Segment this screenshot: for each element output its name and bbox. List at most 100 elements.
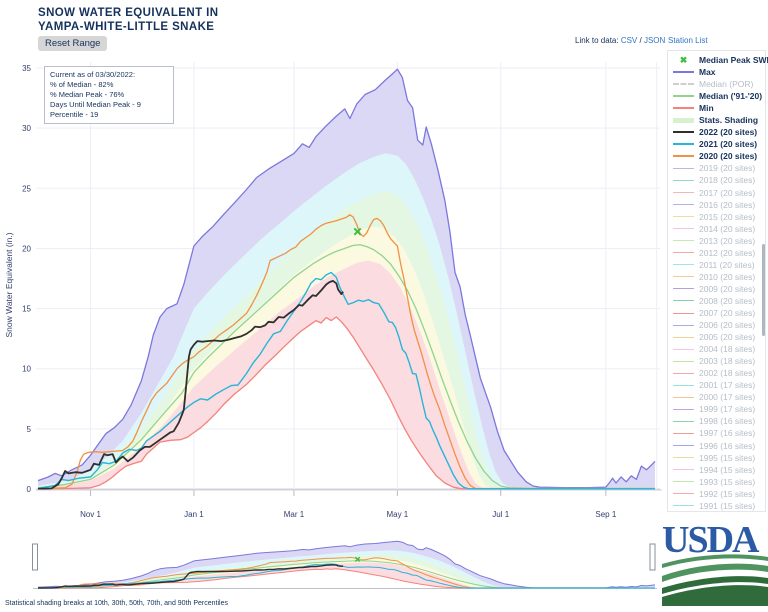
legend-item-1994-15-sites[interactable]: 1994 (15 sites)	[668, 464, 765, 476]
y-tick-label: 10	[22, 365, 31, 374]
legend-item-2002-18-sites[interactable]: 2002 (18 sites)	[668, 367, 765, 379]
series-swatch-icon	[673, 348, 694, 350]
legend-item-label: 2007 (20 sites)	[699, 308, 756, 318]
page-title: SNOW WATER EQUIVALENT IN YAMPA-WHITE-LIT…	[38, 6, 218, 34]
legend-item-2012-20-sites[interactable]: 2012 (20 sites)	[668, 247, 765, 259]
series-line-median	[37, 244, 655, 490]
legend-item-min[interactable]: Min	[668, 102, 765, 114]
legend-item-label: 1997 (16 sites)	[699, 428, 756, 439]
series-swatch-icon	[673, 117, 694, 123]
navigator-right-handle[interactable]	[649, 543, 656, 571]
legend-panel: ✖ Median Peak SWE Max Median (POR) Median ('…	[667, 50, 768, 512]
legend-item-2000-17-sites[interactable]: 2000 (17 sites)	[668, 391, 765, 403]
legend-item-label: 1998 (16 sites)	[699, 416, 756, 427]
legend-item-label: 1996 (16 sites)	[699, 440, 756, 451]
current-stats-line: Days Until Median Peak - 9	[50, 100, 141, 109]
legend-item-2021-20-sites[interactable]: 2021 (20 sites)	[668, 138, 765, 150]
y-tick-label: 5	[27, 425, 32, 434]
page-title-line1: SNOW WATER EQUIVALENT IN	[38, 7, 219, 19]
legend-item-2022-20-sites[interactable]: 2022 (20 sites)	[668, 126, 765, 138]
legend-item-median-91-20[interactable]: Median ('91-'20)	[668, 90, 765, 102]
legend-item-2008-20-sites[interactable]: 2008 (20 sites)	[668, 295, 765, 307]
legend-item-2013-20-sites[interactable]: 2013 (20 sites)	[668, 235, 765, 247]
legend-item-label: 2015 (20 sites)	[699, 211, 756, 222]
navigator-chart[interactable]	[0, 530, 672, 600]
y-axis-title: Snow Water Equivalent (in.)	[4, 232, 14, 337]
legend-item-2001-17-sites[interactable]: 2001 (17 sites)	[668, 379, 765, 391]
series-swatch-icon	[673, 396, 694, 398]
legend-item-2007-20-sites[interactable]: 2007 (20 sites)	[668, 307, 765, 319]
legend-item-2009-20-sites[interactable]: 2009 (20 sites)	[668, 283, 765, 295]
series-swatch-icon	[673, 372, 694, 374]
legend-item-1996-16-sites[interactable]: 1996 (16 sites)	[668, 440, 765, 452]
data-links: Link to data: CSV / JSON	[575, 36, 665, 45]
legend-item-label: 2021 (20 sites)	[699, 139, 758, 150]
legend-item-1997-16-sites[interactable]: 1997 (16 sites)	[668, 427, 765, 439]
legend-item-2020-20-sites[interactable]: 2020 (20 sites)	[668, 150, 765, 162]
legend-item-2005-20-sites[interactable]: 2005 (20 sites)	[668, 331, 765, 343]
legend-item-2010-20-sites[interactable]: 2010 (20 sites)	[668, 271, 765, 283]
y-tick-label: 30	[22, 124, 31, 133]
legend-item-label: 2016 (20 sites)	[699, 199, 756, 210]
series-line-min	[37, 316, 655, 490]
series-swatch-icon	[673, 493, 694, 495]
x-tick-label: Sep 1	[595, 510, 616, 519]
legend-item-label: 2010 (20 sites)	[699, 271, 756, 282]
csv-link[interactable]: CSV	[620, 36, 638, 45]
series-swatch-icon	[673, 324, 694, 326]
legend-item-2004-18-sites[interactable]: 2004 (18 sites)	[668, 343, 765, 355]
series-swatch-icon	[673, 264, 694, 266]
legend-item-2014-20-sites[interactable]: 2014 (20 sites)	[668, 223, 765, 235]
legend-item-2019-20-sites[interactable]: 2019 (20 sites)	[668, 162, 765, 174]
station-list-link[interactable]: Station List	[668, 36, 708, 45]
current-stats-line: Percentile - 19	[50, 110, 99, 119]
legend-scrollbar[interactable]	[762, 244, 765, 336]
legend-item-2018-20-sites[interactable]: 2018 (20 sites)	[668, 174, 765, 186]
series-swatch-icon	[673, 204, 694, 206]
y-tick-label: 20	[22, 244, 31, 253]
legend-item-1999-17-sites[interactable]: 1999 (17 sites)	[668, 403, 765, 415]
legend-item-label: 2009 (20 sites)	[699, 283, 756, 294]
legend-item-2015-20-sites[interactable]: 2015 (20 sites)	[668, 211, 765, 223]
legend-item-median-por[interactable]: Median (POR)	[668, 78, 765, 90]
legend-item-1991-15-sites[interactable]: 1991 (15 sites)	[668, 500, 765, 512]
legend-item-max[interactable]: Max	[668, 66, 765, 78]
x-tick-label: May 1	[386, 510, 408, 519]
series-swatch-icon	[673, 107, 694, 110]
legend-item-label: Median (POR)	[699, 79, 754, 90]
legend-item-1998-16-sites[interactable]: 1998 (16 sites)	[668, 415, 765, 427]
shading-footnote: Statistical shading breaks at 10th, 30th…	[5, 600, 228, 607]
legend-item-1995-15-sites[interactable]: 1995 (15 sites)	[668, 452, 765, 464]
legend-item-2016-20-sites[interactable]: 2016 (20 sites)	[668, 199, 765, 211]
current-stats-line: % of Median - 82%	[50, 80, 114, 89]
series-swatch-icon	[673, 71, 694, 74]
legend-item-2017-20-sites[interactable]: 2017 (20 sites)	[668, 187, 765, 199]
legend-item-label: 2003 (18 sites)	[699, 356, 756, 367]
legend-item-median-peak-swe[interactable]: ✖ Median Peak SWE	[668, 54, 768, 66]
json-link[interactable]: JSON	[643, 36, 666, 45]
y-tick-label: 15	[22, 305, 31, 314]
navigator-left-handle[interactable]	[32, 543, 38, 571]
main-chart[interactable]: Nov 1 Jan 1 Mar 1 May 1 Jul 1 Sep 1 0 5 10 15 20 25…	[0, 50, 672, 532]
series-swatch-icon	[673, 131, 694, 134]
series-swatch-icon	[673, 95, 694, 98]
legend-item-label: 2022 (20 sites)	[699, 127, 758, 138]
series-swatch-icon	[673, 312, 694, 314]
legend-item-1993-15-sites[interactable]: 1993 (15 sites)	[668, 476, 765, 488]
legend-item-2006-20-sites[interactable]: 2006 (20 sites)	[668, 319, 765, 331]
legend-item-label: Min	[699, 103, 714, 114]
legend-item-stats-shading[interactable]: Stats. Shading	[668, 114, 765, 126]
legend-item-label: Median ('91-'20)	[699, 91, 763, 102]
legend-item-2011-20-sites[interactable]: 2011 (20 sites)	[668, 259, 765, 271]
series-swatch-icon	[673, 228, 694, 230]
reset-range-button[interactable]: Reset Range	[38, 36, 108, 51]
usda-logo: USDA	[662, 519, 768, 606]
legend-item-label: 2012 (20 sites)	[699, 247, 756, 258]
legend-item-label: 2004 (18 sites)	[699, 344, 756, 355]
legend-item-label: 1999 (17 sites)	[699, 404, 756, 415]
legend-item-2003-18-sites[interactable]: 2003 (18 sites)	[668, 355, 765, 367]
legend-item-label: Stats. Shading	[699, 115, 759, 126]
series-swatch-icon	[673, 155, 694, 158]
series-swatch-icon	[673, 336, 694, 338]
legend-item-1992-15-sites[interactable]: 1992 (15 sites)	[668, 488, 765, 500]
